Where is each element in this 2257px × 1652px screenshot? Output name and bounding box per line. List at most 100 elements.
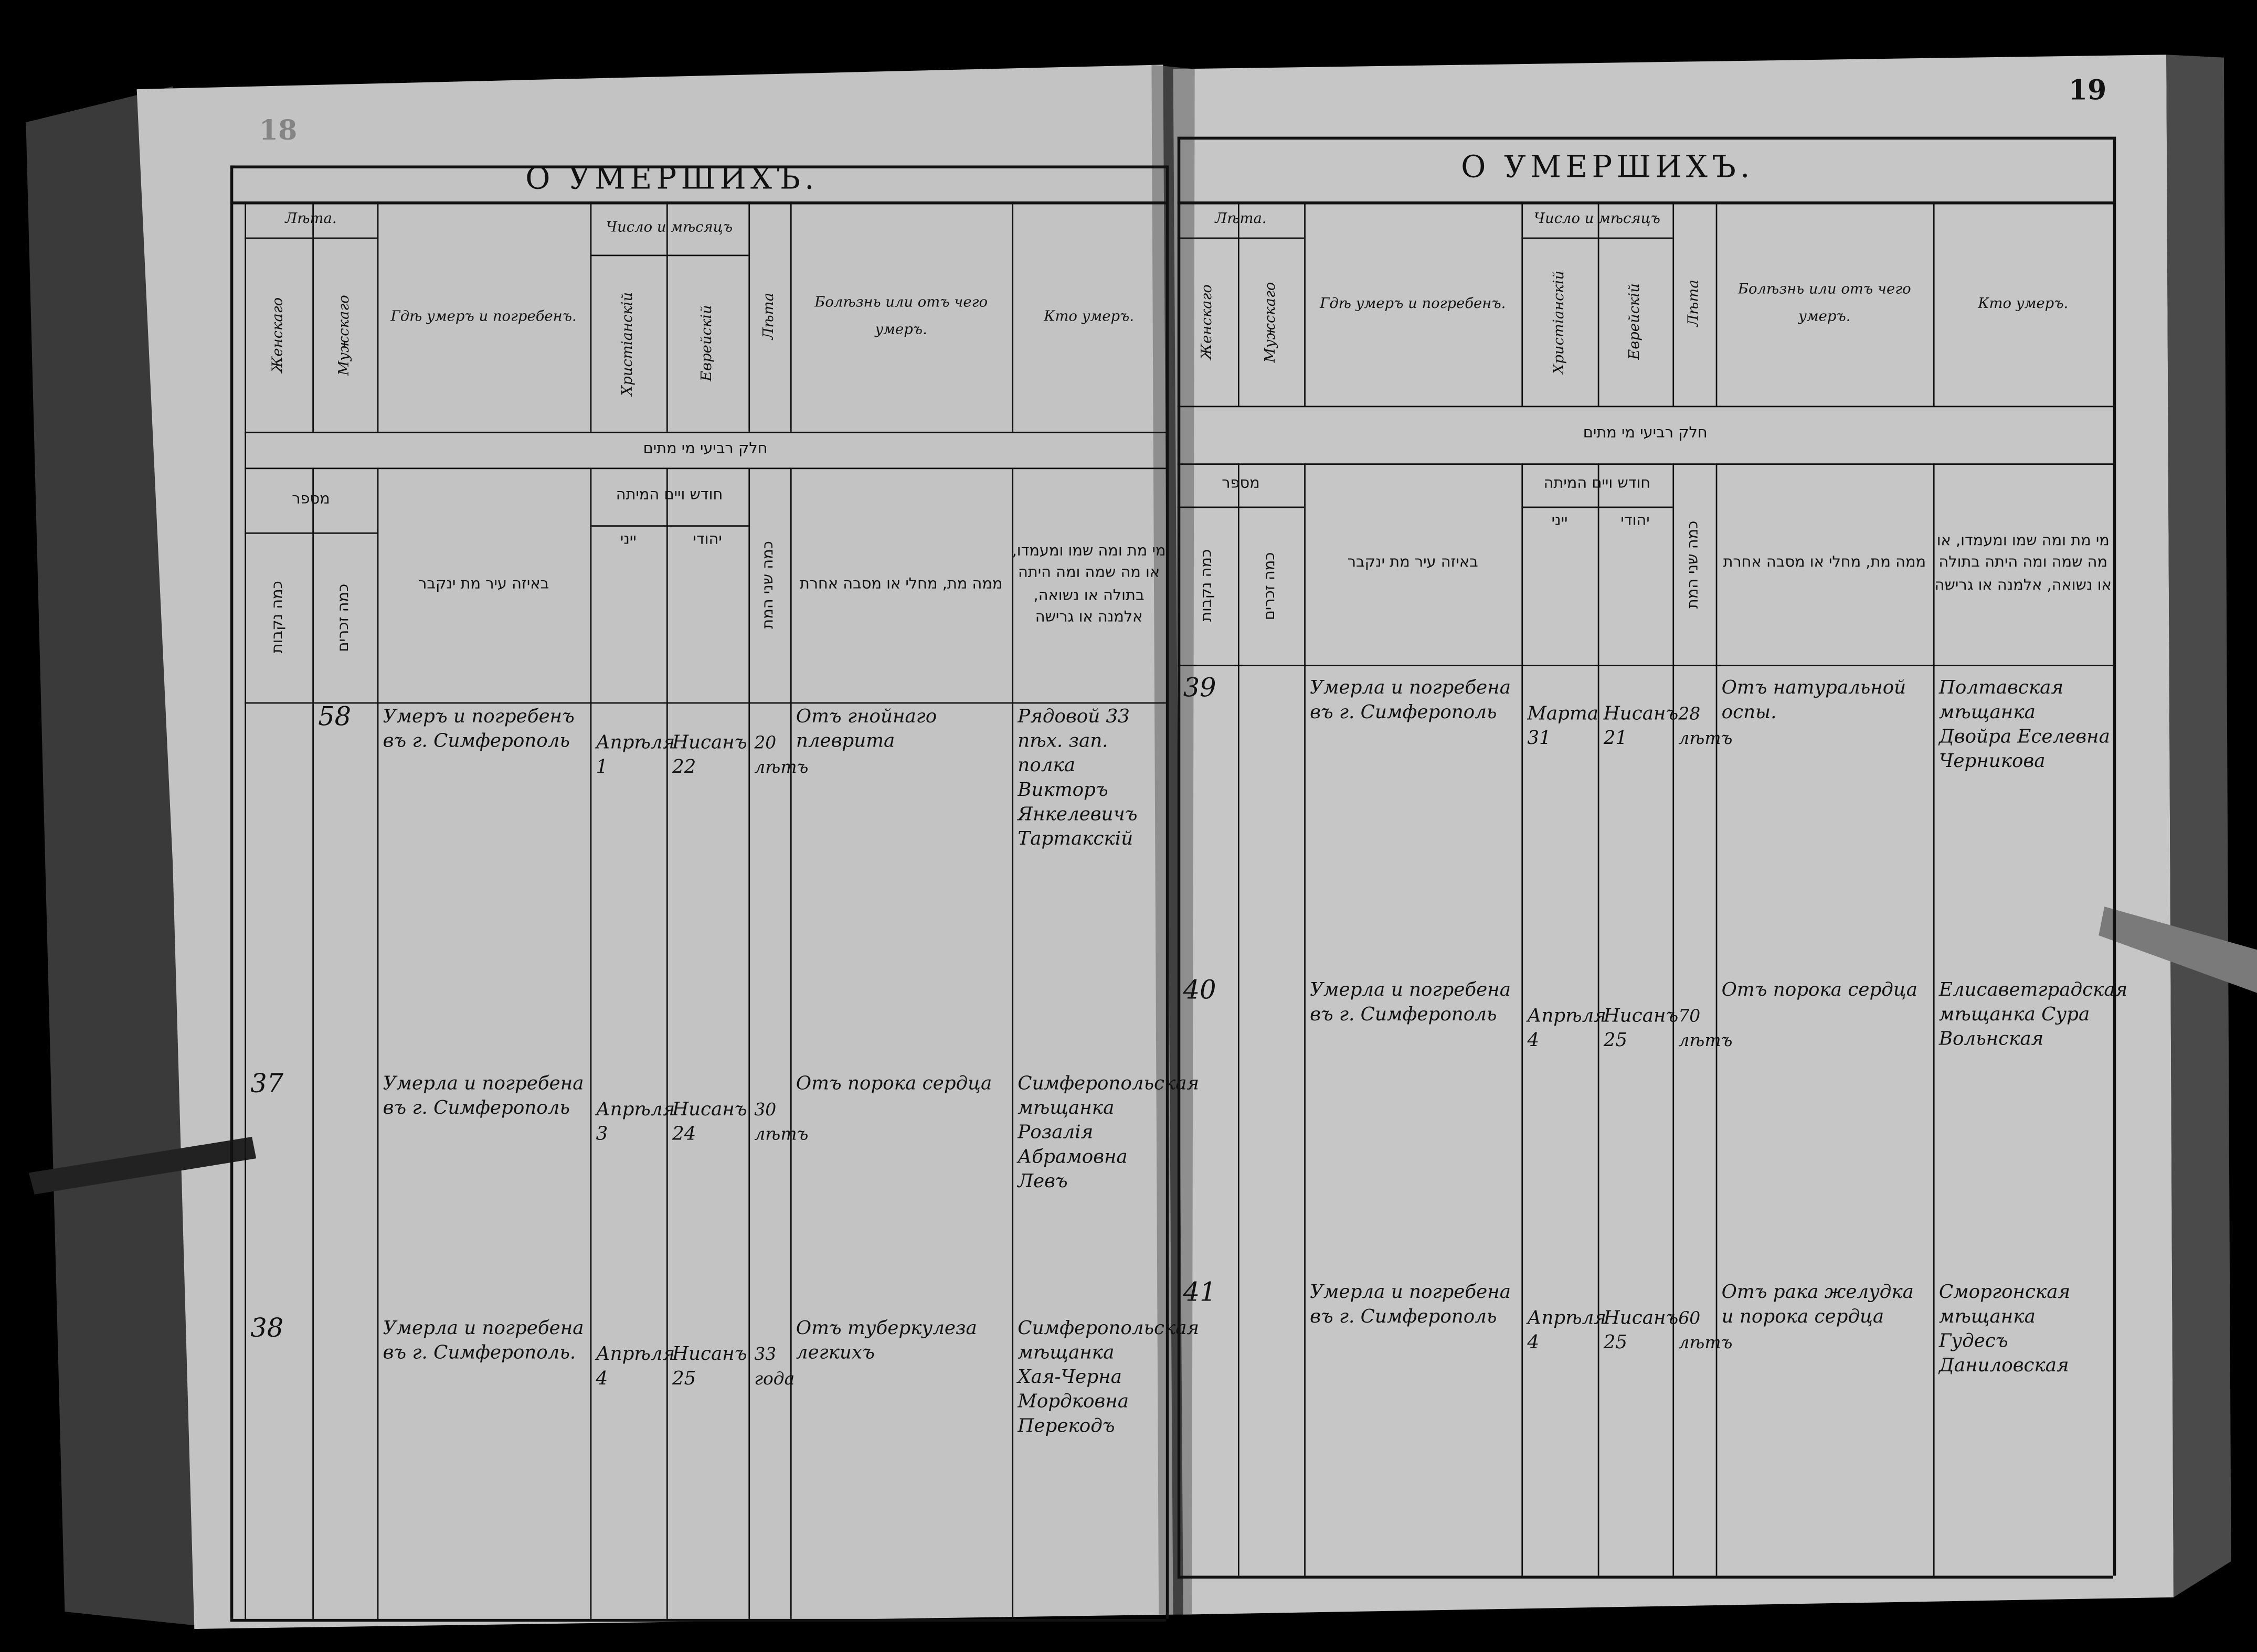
- right-book-edge: [2166, 55, 2231, 1597]
- header-date-group: Число и мѣсяцъ: [606, 220, 733, 236]
- hebrew-header-cause: ממה מת, מחלי או מסבה אחרת: [1723, 555, 1926, 572]
- header-date-group: Число и мѣсяцъ: [1533, 211, 1660, 228]
- entry-cause: Отъ рака желудка и порока сердца: [1721, 1282, 1914, 1328]
- hebrew-header-jewish: יהודי: [1620, 513, 1650, 530]
- entry-cause: Отъ натуральной оспы.: [1721, 677, 1906, 724]
- table-rule: [1177, 1575, 2113, 1579]
- table-rule: [245, 431, 1166, 433]
- table-rule: [790, 467, 792, 1619]
- header-female: Женскаго: [1200, 284, 1216, 359]
- table-rule: [1715, 463, 1718, 1576]
- table-rule: [1521, 506, 1673, 508]
- entry-no-female: 39: [1183, 673, 1216, 704]
- entry-age: 20 лѣтъ: [754, 732, 809, 777]
- entry-who: Симферопольская мѣщанка Хая-Черна Мордко…: [1018, 1318, 1200, 1438]
- table-rule: [1177, 136, 1181, 1576]
- table-rule: [1177, 237, 1305, 239]
- table-rule: [590, 254, 749, 257]
- table-rule: [590, 467, 592, 1619]
- table-rule: [1177, 406, 2113, 408]
- header-cause: Болѣзнь или отъ чего умеръ.: [1737, 282, 1911, 325]
- entry-age: 30 лѣтъ: [754, 1099, 809, 1144]
- entry-jewish-date: Нисанъ 21: [1603, 704, 1679, 750]
- entry-no-female: 40: [1183, 975, 1216, 1006]
- table-rule: [1521, 237, 1673, 239]
- table-rule: [230, 165, 234, 1619]
- header-jewish-date: Еврейскій: [1627, 283, 1644, 360]
- hebrew-header-christian: ייני: [1551, 513, 1568, 530]
- entry-no-female: 37: [250, 1069, 284, 1100]
- hebrew-header-male: כמה זכרים: [1261, 551, 1279, 620]
- entry-who: Рядовой 33 пѣх. зап. полка Викторъ Янкел…: [1018, 706, 1138, 851]
- entry-civil-date: Апрѣля 4: [1527, 1006, 1606, 1052]
- hebrew-header-cause: ממה מת, מחלי או מסבה אחרת: [799, 575, 1003, 593]
- table-rule: [1165, 165, 1169, 1619]
- table-rule: [245, 467, 1166, 470]
- header-male: Мужскаго: [336, 294, 353, 375]
- table-rule: [1177, 665, 2113, 667]
- left-page-number: 18: [259, 115, 298, 147]
- entry-jewish-date: Нисанъ 22: [672, 732, 747, 779]
- entry-who: Полтавская мѣщанка Двойра Еселевна Черни…: [1938, 677, 2110, 773]
- entry-no-female: 41: [1183, 1277, 1216, 1308]
- hebrew-header-where: באיזה עיר מת ינקבר: [418, 575, 549, 593]
- entry-cause: Отъ порока сердца: [796, 1073, 992, 1095]
- entry-who: Симферопольская мѣщанка Розалія Абрамовн…: [1018, 1073, 1200, 1193]
- hebrew-header-date-group: חודש ויים המיתה: [616, 487, 723, 505]
- header-female: Женскаго: [270, 296, 287, 372]
- entry-place: Умеръ и погребенъ въ г. Симферополь: [383, 706, 575, 753]
- right-pointer-stick: [2099, 907, 2257, 993]
- hebrew-header-who: מי מת ומה שמו ומעמדו, או מה שמה ומה היתה…: [1012, 542, 1166, 626]
- table-rule: [1672, 463, 1675, 1576]
- hebrew-header-number: מספר: [1222, 475, 1260, 493]
- entry-place: Умерла и погребена въ г. Симферополь: [383, 1073, 584, 1120]
- hebrew-header-christian: ייני: [620, 531, 637, 549]
- table-rule: [1177, 506, 1305, 508]
- left-pointer-stick: [28, 1136, 257, 1195]
- left-page-paper: [136, 65, 1173, 1629]
- table-rule: [1672, 201, 1675, 406]
- table-rule: [666, 201, 668, 432]
- table-rule: [230, 1618, 1166, 1622]
- table-rule: [1012, 467, 1014, 1619]
- table-rule: [1597, 201, 1599, 406]
- entry-civil-date: Марта 31: [1527, 704, 1599, 750]
- gutter-shadow: [1151, 65, 1195, 1615]
- table-rule: [245, 237, 377, 239]
- table-rule: [590, 201, 592, 432]
- entry-civil-date: Апрѣля 4: [1527, 1308, 1606, 1355]
- table-rule: [377, 201, 379, 432]
- entry-who: Сморгонская мѣщанка Гудесъ Даниловская: [1938, 1282, 2071, 1378]
- table-rule: [1715, 201, 1718, 406]
- entry-no-male: 58: [318, 702, 352, 733]
- header-age: Лѣта: [1686, 280, 1702, 327]
- entry-who: Елисаветградская мѣщанка Сура Вольнская: [1938, 979, 2128, 1051]
- entry-age: 60 лѣтъ: [1678, 1308, 1733, 1353]
- table-rule: [1177, 136, 2113, 140]
- entry-no-female: 38: [250, 1314, 284, 1344]
- entry-jewish-date: Нисанъ 25: [1603, 1006, 1679, 1052]
- entry-cause: Отъ гнойнаго плеврита: [796, 706, 937, 753]
- hebrew-header-who: מי מת ומה שמו ומעמדו, או מה שמה ומה היתה…: [1934, 532, 2112, 594]
- table-rule: [1237, 201, 1239, 406]
- table-rule: [1237, 463, 1239, 1576]
- table-rule: [1521, 201, 1523, 406]
- right-page-number: 19: [2068, 74, 2107, 106]
- hebrew-header-age: כמה שני המת: [1684, 520, 1702, 609]
- table-rule: [1304, 463, 1306, 1576]
- table-rule: [790, 201, 792, 432]
- header-who: Кто умеръ.: [1044, 308, 1135, 325]
- hebrew-header-age: כמה שני המת: [760, 541, 777, 629]
- entry-jewish-date: Нисанъ 24: [672, 1099, 747, 1146]
- table-rule: [2113, 136, 2116, 1576]
- table-rule: [1933, 201, 1935, 406]
- entry-place: Умерла и погребена въ г. Симферополь.: [383, 1318, 584, 1365]
- table-rule: [1177, 201, 2113, 205]
- table-rule: [1177, 463, 2113, 465]
- table-rule: [748, 467, 750, 1619]
- entry-civil-date: Апрѣля 1: [596, 732, 675, 779]
- table-rule: [590, 525, 749, 527]
- header-cause: Болѣзнь или отъ чего умеръ.: [814, 295, 988, 338]
- entry-place: Умерла и погребена въ г. Симферополь: [1310, 1282, 1511, 1328]
